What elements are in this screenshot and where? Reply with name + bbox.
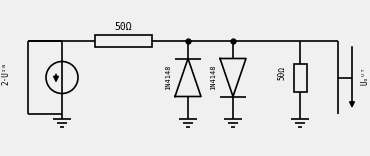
Text: 2·Uᴵᴺ: 2·Uᴵᴺ — [1, 62, 10, 85]
Text: 50Ω: 50Ω — [278, 67, 286, 80]
Bar — [95, 35, 152, 47]
Text: Uₒᵁᵀ: Uₒᵁᵀ — [360, 66, 370, 85]
Text: 1N4148: 1N4148 — [210, 65, 216, 90]
Bar — [293, 63, 306, 92]
Text: 1N4148: 1N4148 — [165, 65, 171, 90]
Text: 50Ω: 50Ω — [115, 22, 132, 32]
